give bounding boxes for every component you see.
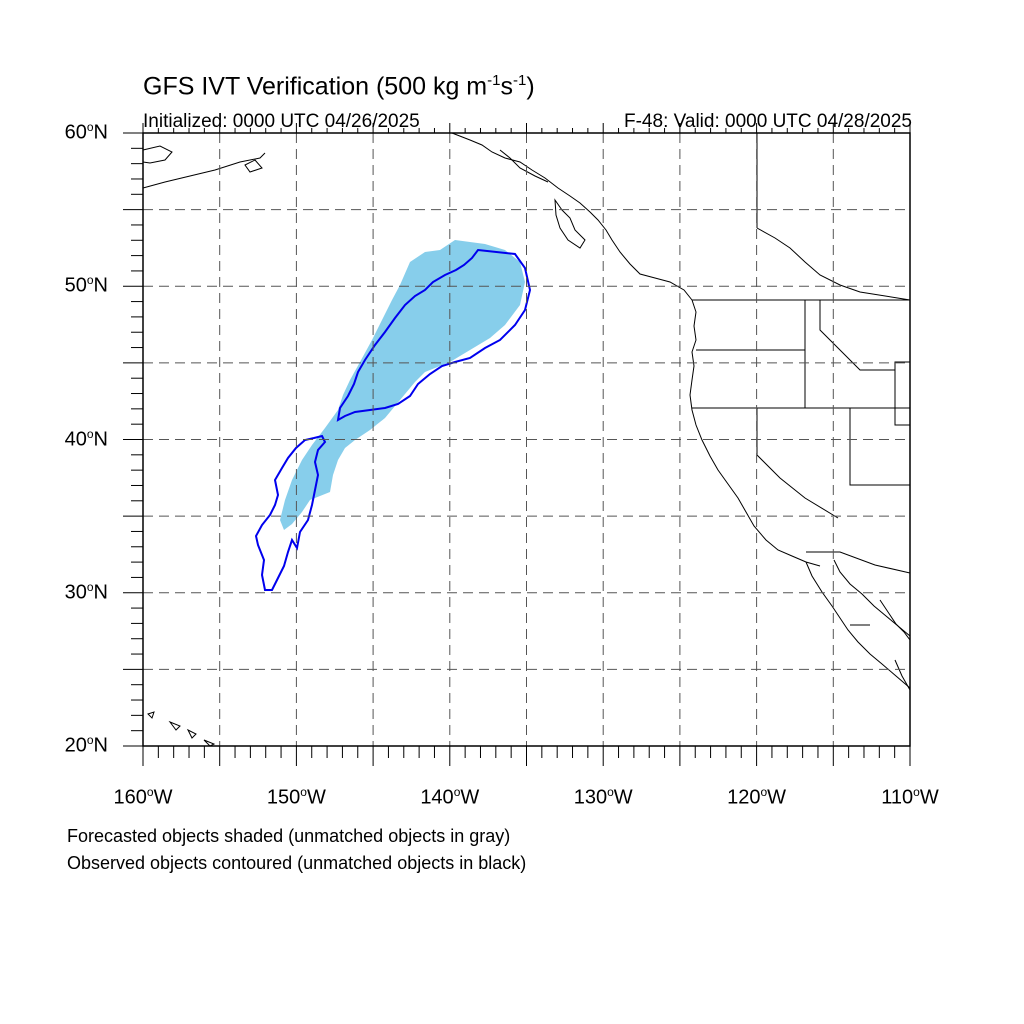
latitude-label: 20oN xyxy=(64,733,108,757)
valid-time: F-48: Valid: 0000 UTC 04/28/2025 xyxy=(624,111,912,132)
longitude-label: 130oW xyxy=(573,785,633,809)
legend-forecast-note: Forecasted objects shaded (unmatched obj… xyxy=(67,826,511,846)
observed-object-contour-south xyxy=(254,434,327,591)
observed-object-contour-north xyxy=(336,248,532,422)
gridlines xyxy=(143,133,910,746)
latitude-label: 30oN xyxy=(64,579,108,604)
latitude-label: 40oN xyxy=(64,426,108,451)
longitude-label: 140oW xyxy=(420,785,480,809)
axis-ticks xyxy=(123,123,911,766)
longitude-label: 120oW xyxy=(727,785,787,809)
longitude-label: 110oW xyxy=(881,785,939,809)
initialized-time: Initialized: 0000 UTC 04/26/2025 xyxy=(143,111,420,132)
longitude-label: 150oW xyxy=(266,785,326,809)
political-boundaries xyxy=(692,133,911,626)
latitude-label: 50oN xyxy=(64,273,108,297)
longitude-label: 160oW xyxy=(113,785,173,809)
legend-observed-note: Observed objects contoured (unmatched ob… xyxy=(67,853,527,873)
plot-frame xyxy=(142,132,911,747)
plot-title: GFS IVT Verification (500 kg m-1s-1) xyxy=(143,72,535,101)
forecast-object-shaded xyxy=(280,240,525,530)
latitude-label: 60oN xyxy=(64,120,108,144)
coastlines xyxy=(142,132,911,747)
